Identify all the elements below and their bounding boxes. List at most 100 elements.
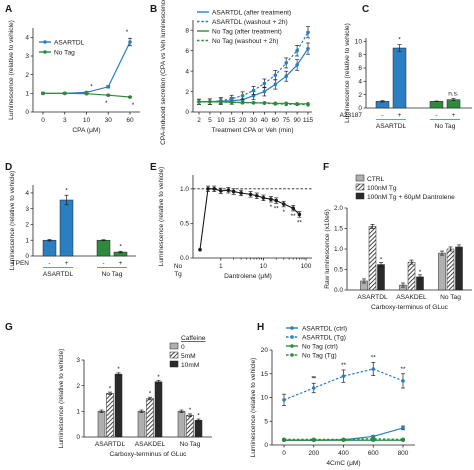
significance-mark: * (189, 407, 192, 414)
significance-mark: * (282, 209, 285, 216)
no-tg-label: No (174, 263, 183, 270)
y-tick-label: 1.0 (334, 246, 343, 253)
data-point (219, 100, 223, 104)
legend-label: No Tag (after treatment) (212, 29, 282, 36)
y-tick-label: 8 (358, 52, 362, 59)
y-tick-label: 2 (358, 92, 362, 99)
data-point (295, 48, 299, 53)
group-label: ASAKDEL (135, 441, 166, 448)
bar (42, 239, 57, 257)
y-tick-label: 0 (185, 109, 189, 116)
sign-label: + (119, 260, 123, 267)
x-tick-label: 1 (219, 263, 223, 270)
significance-mark: ** (291, 213, 297, 220)
legend-swatch (169, 342, 179, 350)
bar (446, 248, 455, 291)
data-point (240, 93, 245, 98)
data-point (306, 30, 310, 35)
bar (146, 398, 154, 438)
sign-label: + (65, 260, 69, 267)
x-axis-label: Treatment CPA or Veh (min) (211, 127, 293, 134)
y-tick-label: 3 (25, 206, 29, 213)
bar (194, 420, 203, 438)
data-point (219, 189, 223, 193)
x-tick-label: 60 (126, 117, 134, 124)
y-tick-label: 4 (25, 35, 29, 42)
legend-label: CTRL (367, 176, 385, 183)
bar (59, 199, 74, 257)
data-point (106, 93, 111, 97)
legend-label: 100nM Tg + 60μM Dantrolene (367, 194, 455, 201)
bar (106, 393, 114, 438)
x-tick-label: 0 (282, 450, 286, 457)
x-tick-label: 115 (303, 117, 314, 124)
group-label: ASARTDL (95, 441, 126, 448)
sign-label: - (435, 112, 437, 119)
data-point (84, 91, 89, 96)
y-tick-label: 1 (76, 409, 80, 416)
legend-label: 100nM Tg (367, 185, 397, 192)
y-tick-label: 2 (25, 72, 29, 79)
y-tick-label: 6 (358, 65, 362, 72)
legend-marker (290, 326, 294, 330)
data-point (229, 100, 234, 105)
x-axis-label: CPA (μM) (72, 127, 100, 134)
y-tick-label: 0.0 (180, 255, 189, 262)
y-tick-label: 2 (185, 89, 189, 96)
bar (377, 264, 385, 291)
data-point (401, 426, 405, 430)
legend-label: No Tag (washout + 2h) (212, 38, 278, 45)
significance-mark: n.s. (448, 91, 459, 98)
data-point (197, 99, 201, 104)
data-point (282, 437, 286, 442)
y-tick-label: 10 (261, 395, 269, 402)
data-point (371, 367, 376, 371)
group-label: ASARTDL (43, 271, 74, 278)
significance-mark: * (65, 187, 68, 194)
panel-label-E: E (150, 162, 157, 173)
y-axis-label: Luminescence (relative to vehicle) (9, 171, 16, 271)
data-point (282, 398, 286, 402)
significance-mark: * (105, 100, 108, 107)
panel-label-F: F (323, 162, 329, 173)
legend-label: 0 (181, 344, 185, 351)
data-point (273, 73, 278, 77)
x-tick-label: 5 (208, 117, 212, 124)
data-point (128, 95, 132, 99)
data-point (269, 197, 273, 202)
legend-swatch (355, 174, 365, 182)
bar (137, 411, 146, 438)
data-point (251, 101, 256, 105)
data-point (281, 202, 286, 206)
y-tick-label: 0 (25, 109, 29, 116)
bar (97, 411, 106, 438)
y-tick-label: 2 (25, 222, 29, 229)
data-point (401, 437, 405, 442)
y-tick-label: 15 (261, 371, 269, 378)
data-point (284, 102, 289, 107)
data-point (295, 102, 299, 107)
data-point (306, 46, 310, 51)
x-axis-label: 4CmC (μM) (326, 460, 360, 467)
y-tick-label: 20 (261, 347, 269, 354)
y-axis-label: Luminescence (relative to vehicle) (344, 23, 351, 123)
panel-label-G: G (5, 322, 13, 333)
bar (392, 47, 407, 109)
significance-mark: * (117, 366, 120, 373)
y-tick-label: 4 (358, 79, 362, 86)
y-tick-label: 0 (358, 105, 362, 112)
x-axis-label: Carboxy-terminus of GLuc (110, 451, 188, 458)
x-tick-label: 10 (83, 117, 91, 124)
significance-mark: * (149, 391, 152, 398)
significance-mark: * (197, 412, 200, 419)
data-point (371, 437, 376, 441)
legend-marker (43, 40, 47, 44)
legend-swatch (169, 351, 179, 359)
x-tick-label: 10 (217, 117, 225, 124)
significance-mark: ** (341, 362, 347, 369)
bar (96, 239, 111, 257)
data-point (341, 437, 346, 442)
bar (438, 252, 446, 291)
bar (154, 381, 163, 438)
